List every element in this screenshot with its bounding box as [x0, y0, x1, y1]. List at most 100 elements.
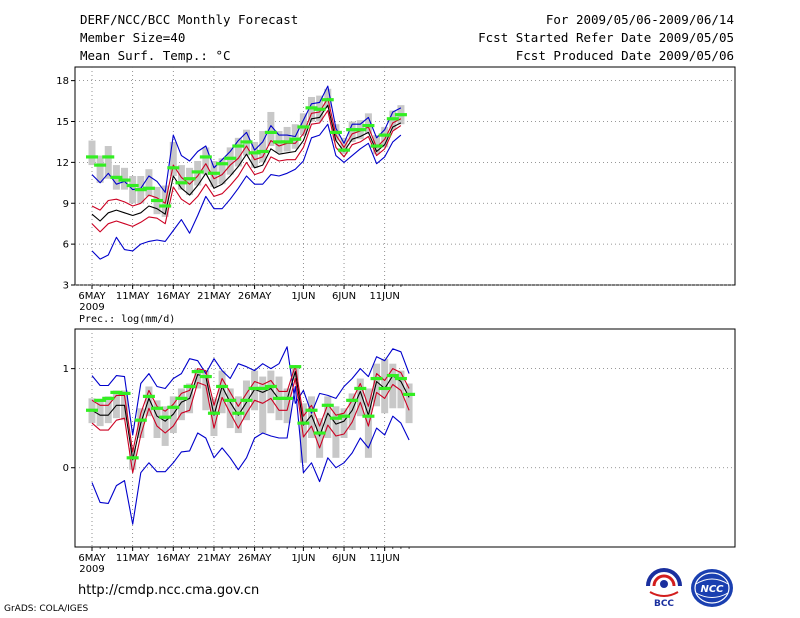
- panel-1-marker: [386, 373, 399, 378]
- ncc-logo-text: NCC: [700, 584, 724, 595]
- panel-0-marker: [232, 144, 245, 148]
- panel-1-xtick-label: 26MAY: [238, 553, 272, 564]
- panel-0-ytick-label: 15: [56, 117, 69, 128]
- panel-1-marker: [207, 411, 220, 415]
- panel-0-range-box: [218, 158, 226, 185]
- panel-1-marker: [321, 403, 334, 407]
- panel-0-range-box: [364, 113, 372, 134]
- panel-0-marker: [370, 144, 383, 148]
- panel-0-marker: [394, 113, 407, 117]
- panel-0-xtick-label: 11JUN: [369, 291, 399, 302]
- panel-1-marker: [110, 390, 123, 395]
- panel-0-marker: [329, 130, 342, 134]
- panel-1-marker: [134, 418, 147, 422]
- panel-1-marker: [232, 411, 245, 415]
- chart-title: DERF/NCC/BCC Monthly Forecast: [80, 12, 299, 27]
- panel-1-marker: [224, 398, 237, 402]
- panel-0-range-box: [88, 140, 96, 166]
- panel-1-range-box: [161, 406, 169, 446]
- panel-0-marker: [118, 178, 131, 182]
- panel-1-range-box: [405, 383, 413, 424]
- panel-1-marker: [281, 396, 294, 400]
- panel-0-xtick-label: 1JUN: [291, 291, 315, 302]
- panel-0-marker: [142, 186, 155, 190]
- panel-1-series-ensemble-min: [91, 385, 410, 525]
- panel-0-marker: [297, 125, 310, 129]
- panel-0-marker: [338, 148, 351, 152]
- panel-1-range-box: [381, 358, 389, 414]
- panel-1-marker: [354, 386, 367, 391]
- panel-1-xtick-label: 6MAY: [78, 553, 106, 564]
- panel-1-xtick-label: 11JUN: [369, 553, 399, 564]
- panel-1-range-box: [283, 388, 291, 424]
- panel-1-range-box: [373, 363, 381, 407]
- panel-0-marker: [183, 177, 196, 181]
- panel-1-marker: [297, 421, 310, 425]
- panel-0-series-upper-spread: [91, 97, 402, 211]
- bcc-logo: BCC: [646, 568, 682, 609]
- panel-1-marker: [248, 386, 261, 391]
- panel-0-range-box: [96, 155, 104, 183]
- source-url: http://cmdp.ncc.cma.gov.cn: [78, 583, 260, 598]
- panel-1-range-box: [324, 396, 332, 438]
- panel-0-marker: [86, 155, 98, 159]
- panel-1-marker: [338, 414, 351, 418]
- panel-0-marker: [134, 188, 147, 192]
- panel-0-ytick-label: 9: [63, 199, 69, 210]
- panel-0-marker: [256, 149, 269, 154]
- panel-1-xtick-label: 11MAY: [116, 553, 150, 564]
- panel-0-series-ensemble-min: [91, 123, 402, 260]
- panel-1-range-box: [177, 388, 185, 421]
- panel-0-marker: [167, 166, 180, 170]
- panel-1-marker: [159, 415, 172, 419]
- bcc-logo-text: BCC: [654, 599, 674, 609]
- panel-0-marker: [313, 107, 326, 111]
- panel-1-marker: [289, 365, 302, 369]
- panel-1-frame: [74, 328, 736, 548]
- panel-1-range-box: [332, 406, 340, 458]
- panel-0-series-ensemble-mean: [91, 104, 402, 222]
- panel-1-marker: [142, 394, 155, 398]
- panel-1-marker: [191, 370, 204, 374]
- panel-0-marker: [126, 183, 139, 188]
- panel-1-xtick-label: 1JUN: [291, 553, 315, 564]
- panel-0-range-box: [145, 169, 153, 197]
- panel-0-range-box: [234, 137, 242, 167]
- panel-1-range-box: [218, 370, 226, 414]
- panel-1-range-box: [194, 368, 202, 389]
- panel-0-marker: [102, 155, 115, 159]
- panel-0-range-box: [202, 147, 210, 175]
- panel-1-marker: [126, 456, 139, 460]
- panel-0-range-box: [226, 147, 234, 175]
- panel-0-marker: [305, 106, 318, 110]
- panel-1-range-box: [340, 408, 348, 438]
- panel-1-range-box: [202, 370, 210, 411]
- panel-1-range-box: [356, 378, 364, 417]
- panel-0-range-box: [267, 111, 275, 147]
- fcst-started-date: Fcst Started Refer Date 2009/05/05: [478, 30, 734, 45]
- panel-0-range-box: [186, 167, 194, 196]
- panel-1-marker: [362, 414, 375, 418]
- panel-1-marker: [256, 386, 269, 391]
- ncc-logo: NCC: [691, 569, 733, 607]
- panel-1-marker: [94, 398, 107, 402]
- panel-1-range-box: [397, 370, 405, 409]
- panel-1-xtick-label: 16MAY: [157, 553, 191, 564]
- panel-0-marker: [248, 151, 261, 155]
- panel-0-marker: [151, 198, 164, 203]
- panel-0-marker: [159, 204, 172, 208]
- panel-1-year-label: 2009: [79, 564, 104, 575]
- panel-1-ytick-label: 0: [63, 463, 69, 474]
- panel-0-range-box: [251, 141, 259, 168]
- panel-0-marker: [264, 130, 277, 134]
- panel-0-marker: [207, 171, 220, 175]
- panel-1-marker: [346, 398, 359, 402]
- panel-1-range-box: [348, 393, 356, 431]
- panel-0-marker: [110, 175, 123, 179]
- panel-0-ytick-label: 18: [56, 76, 69, 87]
- panel-1-xtick-label: 21MAY: [197, 553, 231, 564]
- panel-0-range-box: [259, 131, 267, 163]
- member-size-label: Member Size=40: [80, 30, 186, 45]
- panel-0-marker: [281, 140, 294, 144]
